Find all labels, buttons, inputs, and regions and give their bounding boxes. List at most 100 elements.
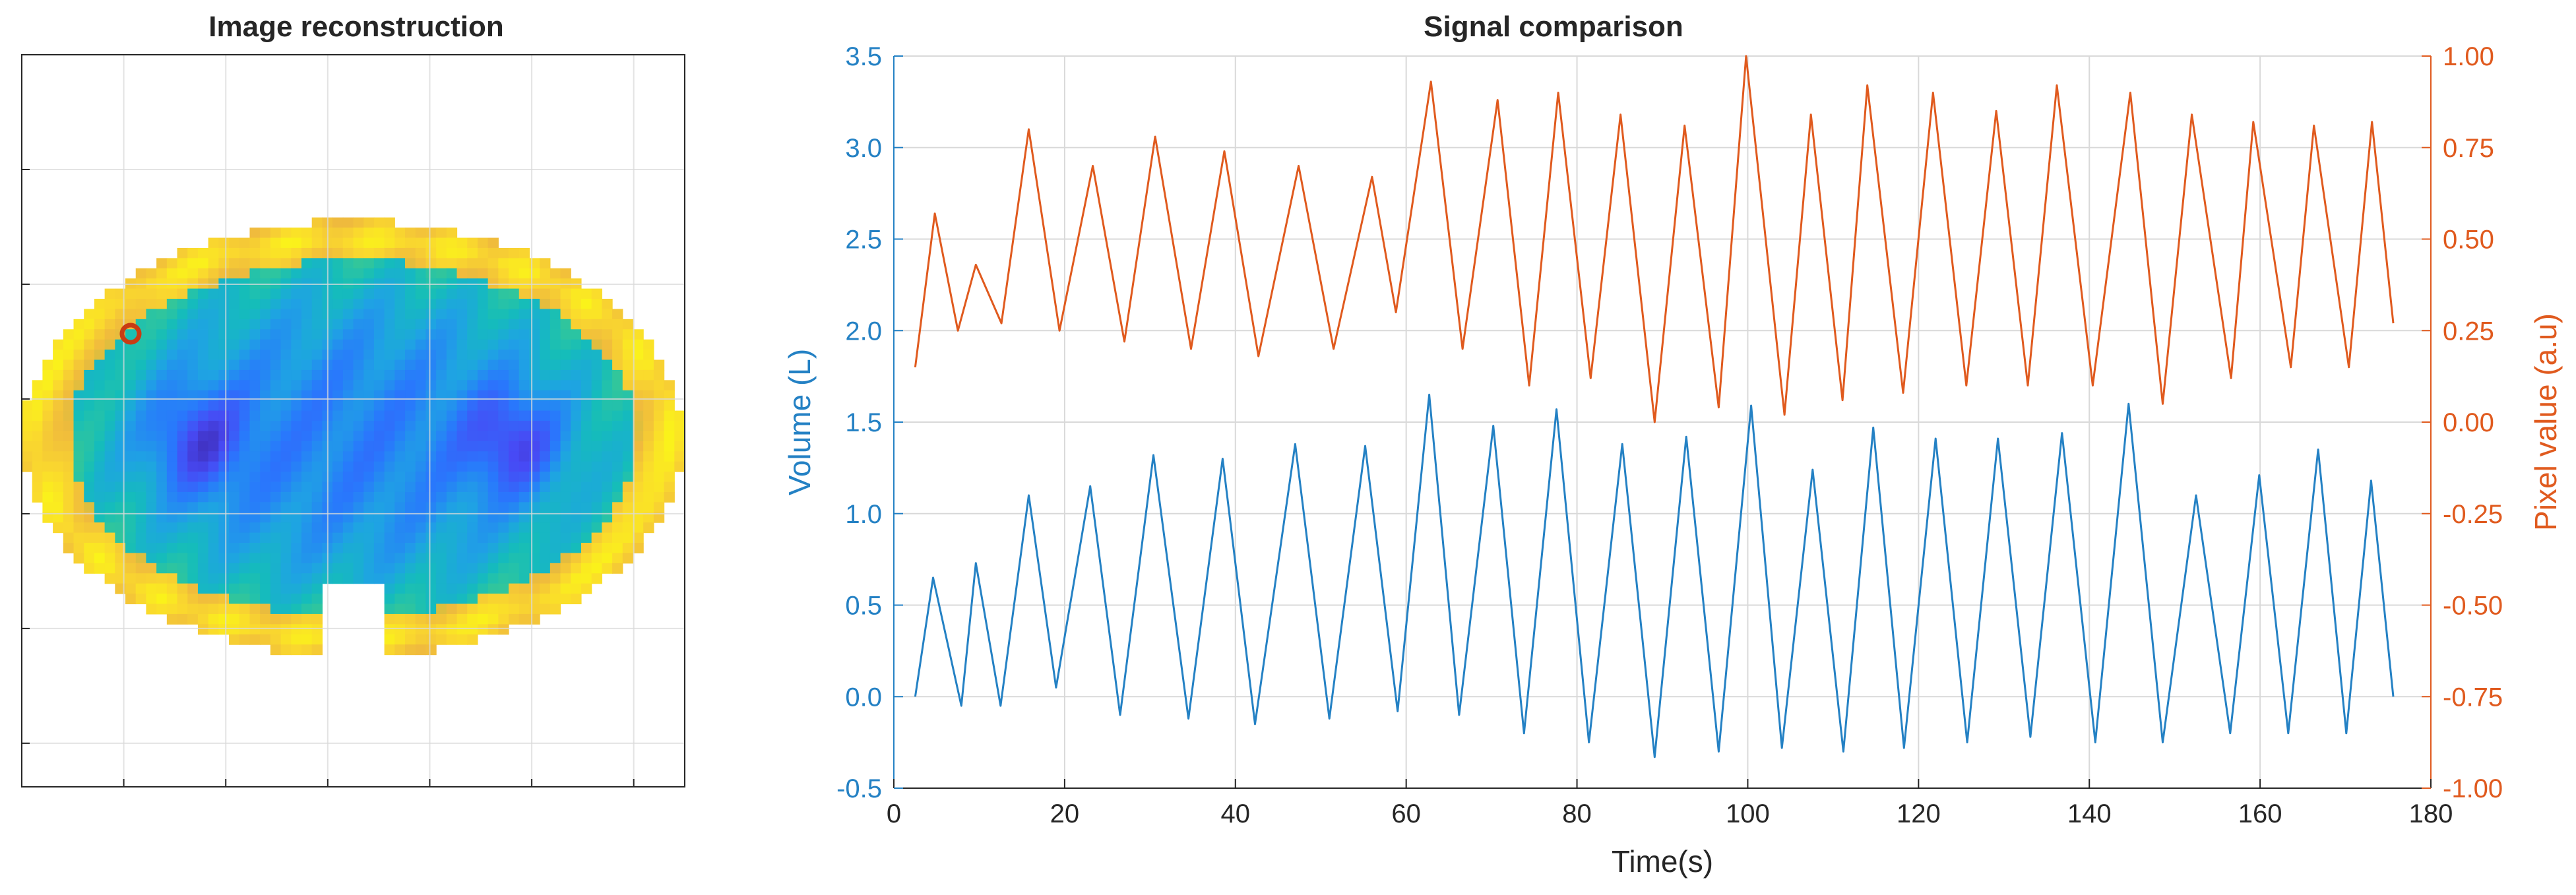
heatmap-cell <box>53 380 64 391</box>
heatmap-cell <box>280 390 292 401</box>
heatmap-cell <box>166 390 178 401</box>
heatmap-cell <box>436 339 447 350</box>
heatmap-cell <box>94 553 106 564</box>
heatmap-cell <box>633 390 644 401</box>
heatmap-cell <box>446 369 458 381</box>
heatmap-cell <box>53 400 64 412</box>
heatmap-cell <box>456 329 468 340</box>
heatmap-cell <box>135 410 147 421</box>
heatmap-cell <box>239 258 251 269</box>
heatmap-cell <box>581 309 592 320</box>
heatmap-cell <box>208 512 219 523</box>
heatmap-cell <box>229 532 240 543</box>
heatmap-cell <box>280 441 292 452</box>
heatmap-cell <box>591 512 602 523</box>
right-y-tick-label: 0.75 <box>2443 134 2494 163</box>
heatmap-cell <box>125 512 137 523</box>
heatmap-cell <box>166 319 178 330</box>
heatmap-cell <box>509 258 520 269</box>
heatmap-cell <box>280 380 292 391</box>
heatmap-cell <box>291 624 302 635</box>
heatmap-cell <box>509 491 520 503</box>
heatmap-cell <box>498 380 509 391</box>
heatmap-cell <box>291 634 302 645</box>
heatmap-cell <box>146 491 157 503</box>
heatmap-cell <box>415 309 427 320</box>
heatmap-cell <box>177 359 188 371</box>
heatmap-cell <box>425 410 437 421</box>
heatmap-cell <box>373 359 385 371</box>
heatmap-cell <box>633 522 644 534</box>
heatmap-cell <box>664 380 675 391</box>
heatmap-cell <box>94 309 106 320</box>
heatmap-cell <box>249 594 261 605</box>
heatmap-cell <box>425 634 437 645</box>
heatmap-cell <box>363 522 375 534</box>
heatmap-cell <box>373 390 385 401</box>
heatmap-cell <box>197 563 209 574</box>
heatmap-cell <box>146 461 157 472</box>
heatmap-cell <box>664 481 675 493</box>
heatmap-cell <box>249 441 261 452</box>
heatmap-cell <box>518 451 530 462</box>
heatmap-cell <box>73 339 84 350</box>
heatmap-cell <box>487 237 499 249</box>
heatmap-cell <box>73 400 84 412</box>
heatmap-cell <box>146 441 157 452</box>
heatmap-cell <box>415 350 427 361</box>
heatmap-cell <box>477 624 489 635</box>
heatmap-cell <box>156 390 168 401</box>
heatmap-cell <box>73 481 84 493</box>
heatmap-cell <box>518 583 530 594</box>
heatmap-cell <box>622 543 634 554</box>
heatmap-cell <box>633 421 644 432</box>
heatmap-cell <box>187 573 199 584</box>
heatmap-cell <box>394 410 406 421</box>
heatmap-cell <box>509 400 520 412</box>
heatmap-cell <box>540 573 551 584</box>
heatmap-cell <box>239 583 251 594</box>
heatmap-cell <box>384 217 395 228</box>
heatmap-cell <box>591 451 602 462</box>
heatmap-cell <box>498 543 509 554</box>
heatmap-cell <box>353 237 364 249</box>
heatmap-cell <box>353 369 364 381</box>
heatmap-cell <box>373 247 385 259</box>
heatmap-cell <box>571 441 582 452</box>
heatmap-cell <box>84 441 95 452</box>
heatmap-cell <box>509 512 520 523</box>
heatmap-cell <box>311 421 323 432</box>
heatmap-cell <box>84 339 95 350</box>
heatmap-cell <box>446 512 458 523</box>
heatmap-cell <box>342 329 354 340</box>
heatmap-cell <box>115 532 126 543</box>
heatmap-cell <box>446 573 458 584</box>
heatmap-cell <box>260 583 271 594</box>
heatmap-cell <box>280 634 292 645</box>
heatmap-cell <box>177 491 188 503</box>
heatmap-cell <box>509 472 520 483</box>
heatmap-cell <box>187 258 199 269</box>
heatmap-cell <box>187 481 199 493</box>
heatmap-cell <box>456 350 468 361</box>
heatmap-cell <box>311 410 323 421</box>
heatmap-cell <box>612 369 623 381</box>
selected-pixel-marker[interactable] <box>119 323 142 345</box>
heatmap-cell <box>456 613 468 625</box>
heatmap-cell <box>633 410 644 421</box>
heatmap-cell <box>353 491 364 503</box>
heatmap-cell <box>94 339 106 350</box>
heatmap-cell <box>415 644 427 656</box>
x-tick-label: 100 <box>1726 799 1770 828</box>
heatmap-cell <box>156 491 168 503</box>
heatmap-cell <box>332 512 344 523</box>
heatmap-cell <box>125 573 137 584</box>
heatmap-cell <box>487 441 499 452</box>
heatmap-cell <box>363 451 375 462</box>
heatmap-cell <box>384 299 395 310</box>
heatmap-cell <box>373 431 385 442</box>
heatmap-cell <box>42 512 53 523</box>
heatmap-cell <box>643 461 654 472</box>
heatmap-cell <box>135 481 147 493</box>
heatmap-cell <box>187 502 199 513</box>
